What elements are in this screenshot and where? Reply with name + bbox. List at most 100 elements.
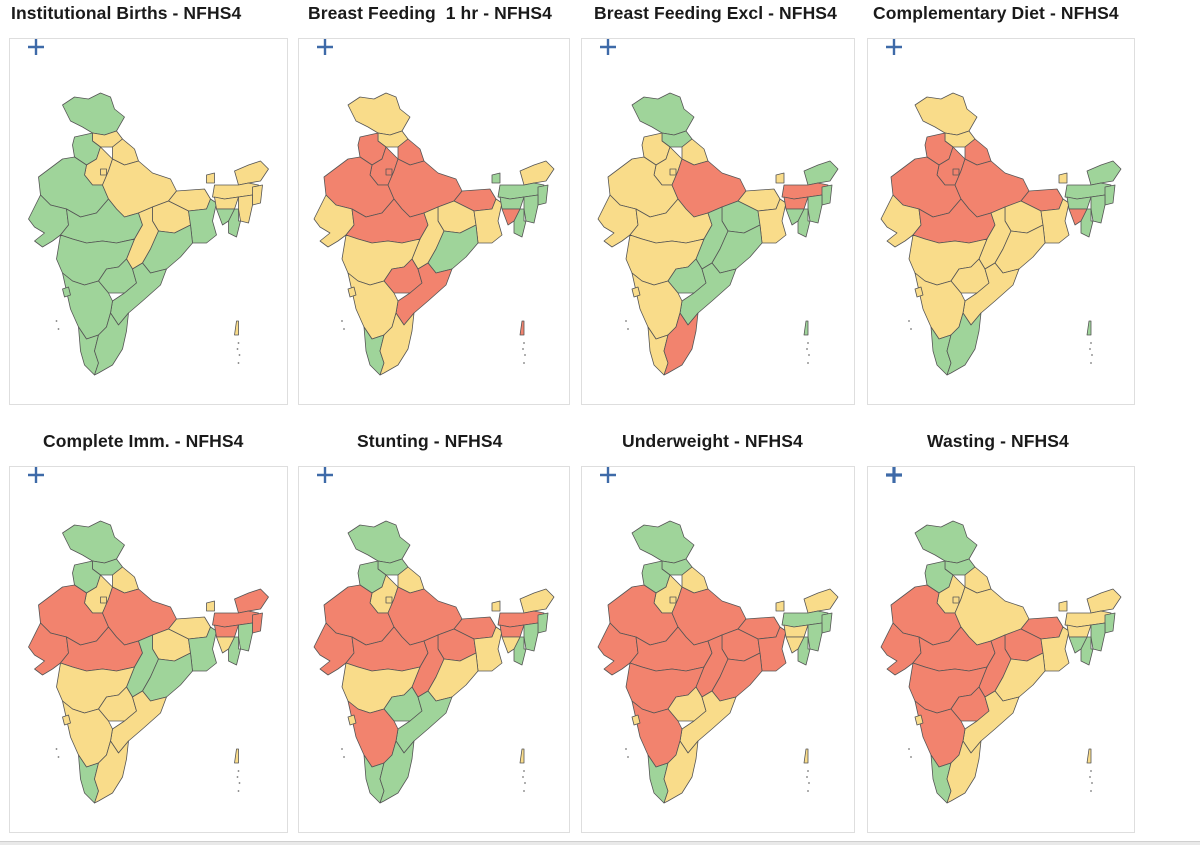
map-panel-wasting[interactable] <box>867 466 1135 833</box>
state-region-tr[interactable] <box>501 636 521 654</box>
state-region-ga[interactable] <box>347 714 357 726</box>
state-region-od[interactable] <box>994 652 1046 702</box>
state-region-tn[interactable] <box>94 740 129 804</box>
state-region-ga[interactable] <box>914 714 924 726</box>
state-region-tn[interactable] <box>946 312 982 376</box>
state-region-mn[interactable] <box>523 622 539 652</box>
state-region-gj[interactable] <box>313 622 355 676</box>
map-panel-breast-feeding-1hr[interactable] <box>298 38 570 405</box>
state-region-ar[interactable] <box>234 160 269 186</box>
state-region-od[interactable] <box>711 652 763 702</box>
state-region-gj[interactable] <box>597 194 639 248</box>
india-choropleth-map[interactable] <box>299 39 569 404</box>
state-region-ga[interactable] <box>914 286 924 298</box>
state-region-dl[interactable] <box>385 168 393 176</box>
map-panel-breast-feeding-excl[interactable] <box>581 38 855 405</box>
state-region-jk[interactable] <box>914 92 978 136</box>
state-region-ar[interactable] <box>519 588 555 614</box>
state-region-tr[interactable] <box>785 636 805 654</box>
state-region-mz[interactable] <box>1080 636 1094 666</box>
state-region-mz[interactable] <box>1080 208 1094 238</box>
state-region-mz[interactable] <box>797 636 811 666</box>
state-region-od[interactable] <box>427 652 479 702</box>
state-region-sk[interactable] <box>491 172 501 184</box>
state-region-tr[interactable] <box>216 208 235 226</box>
state-region-mg[interactable] <box>783 196 809 210</box>
state-region-ar[interactable] <box>234 588 269 614</box>
state-region-an[interactable] <box>234 748 239 764</box>
state-region-tn[interactable] <box>663 312 699 376</box>
india-choropleth-map[interactable] <box>582 39 854 404</box>
state-region-gj[interactable] <box>880 622 922 676</box>
state-region-nl[interactable] <box>537 184 549 206</box>
state-region-sk[interactable] <box>1058 172 1068 184</box>
india-choropleth-map[interactable] <box>868 39 1134 404</box>
state-region-mg[interactable] <box>214 196 239 210</box>
state-region-od[interactable] <box>142 652 193 702</box>
state-region-sk[interactable] <box>775 600 785 612</box>
state-region-ga[interactable] <box>631 286 641 298</box>
state-region-tr[interactable] <box>785 208 805 226</box>
map-panel-complete-imm[interactable] <box>9 466 288 833</box>
state-region-tn[interactable] <box>663 740 699 804</box>
state-region-gj[interactable] <box>597 622 639 676</box>
state-region-nl[interactable] <box>1104 612 1116 634</box>
state-region-ar[interactable] <box>519 160 555 186</box>
state-region-mn[interactable] <box>807 194 823 224</box>
state-region-mz[interactable] <box>228 636 241 666</box>
zoom-in-plus-icon[interactable] <box>313 35 337 59</box>
state-region-nl[interactable] <box>252 184 263 206</box>
state-region-mn[interactable] <box>807 622 823 652</box>
state-region-mz[interactable] <box>513 208 527 238</box>
state-region-tn[interactable] <box>94 312 129 376</box>
state-region-gj[interactable] <box>880 194 922 248</box>
state-region-gj[interactable] <box>28 622 69 676</box>
state-region-mg[interactable] <box>783 624 809 638</box>
state-region-ar[interactable] <box>1086 160 1122 186</box>
state-region-od[interactable] <box>427 224 479 274</box>
zoom-in-plus-icon[interactable] <box>596 35 620 59</box>
state-region-od[interactable] <box>994 224 1046 274</box>
state-region-dl[interactable] <box>669 596 677 604</box>
state-region-od[interactable] <box>142 224 193 274</box>
state-region-mn[interactable] <box>1090 622 1106 652</box>
state-region-tn[interactable] <box>379 740 415 804</box>
state-region-mg[interactable] <box>499 624 525 638</box>
state-region-mn[interactable] <box>1090 194 1106 224</box>
map-panel-institutional-births[interactable] <box>9 38 288 405</box>
state-region-an[interactable] <box>519 320 525 336</box>
zoom-in-plus-icon[interactable] <box>24 463 48 487</box>
state-region-jk[interactable] <box>347 520 411 564</box>
state-region-dl[interactable] <box>385 596 393 604</box>
state-region-ga[interactable] <box>631 714 641 726</box>
state-region-jk[interactable] <box>631 92 695 136</box>
state-region-jk[interactable] <box>347 92 411 136</box>
state-region-dl[interactable] <box>952 596 960 604</box>
state-region-dl[interactable] <box>100 596 107 604</box>
state-region-mg[interactable] <box>214 624 239 638</box>
state-region-gj[interactable] <box>28 194 69 248</box>
state-region-tr[interactable] <box>1068 208 1088 226</box>
state-region-nl[interactable] <box>537 612 549 634</box>
zoom-in-plus-icon[interactable] <box>24 35 48 59</box>
india-choropleth-map[interactable] <box>582 467 854 832</box>
zoom-in-plus-icon[interactable] <box>882 35 906 59</box>
state-region-mz[interactable] <box>797 208 811 238</box>
state-region-an[interactable] <box>803 748 809 764</box>
state-region-ga[interactable] <box>62 286 71 298</box>
map-panel-stunting[interactable] <box>298 466 570 833</box>
state-region-gj[interactable] <box>313 194 355 248</box>
state-region-jk[interactable] <box>914 520 978 564</box>
state-region-an[interactable] <box>519 748 525 764</box>
state-region-dl[interactable] <box>952 168 960 176</box>
state-region-dl[interactable] <box>669 168 677 176</box>
state-region-ar[interactable] <box>803 160 839 186</box>
state-region-ga[interactable] <box>347 286 357 298</box>
state-region-an[interactable] <box>1086 320 1092 336</box>
india-choropleth-map[interactable] <box>299 467 569 832</box>
state-region-dl[interactable] <box>100 168 107 176</box>
state-region-nl[interactable] <box>1104 184 1116 206</box>
state-region-sk[interactable] <box>1058 600 1068 612</box>
map-panel-underweight[interactable] <box>581 466 855 833</box>
state-region-sk[interactable] <box>491 600 501 612</box>
